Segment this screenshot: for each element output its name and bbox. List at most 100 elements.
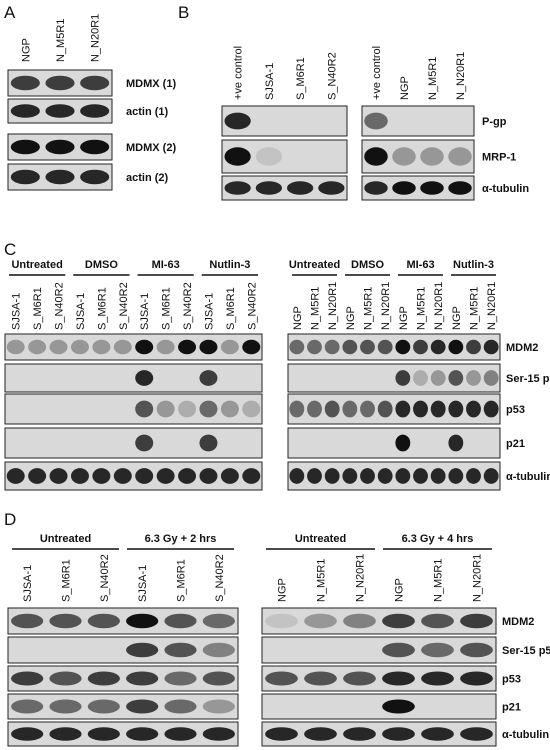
band (448, 181, 472, 195)
band (220, 468, 239, 484)
blot-strip (4, 427, 263, 459)
band (164, 642, 197, 658)
band (135, 370, 154, 386)
band (377, 468, 393, 484)
band (70, 468, 89, 484)
band (395, 400, 411, 418)
lane-label: N_M5R1 (433, 559, 445, 602)
band (304, 727, 337, 741)
lane-label: SJSA-1 (22, 565, 34, 602)
band (126, 699, 159, 714)
lane-label: NGP (292, 306, 304, 330)
lane-label: NGP (399, 76, 411, 100)
lane-label: N_N20R1 (327, 282, 339, 330)
band (265, 727, 298, 741)
band (199, 468, 218, 484)
lane-label: N_N20R1 (472, 554, 484, 602)
band (80, 104, 110, 118)
band (318, 181, 345, 195)
group-label: Untreated (40, 533, 91, 545)
band (164, 727, 197, 741)
band (45, 75, 75, 91)
lane-label: N_M5R1 (363, 287, 375, 330)
band (392, 181, 416, 195)
band (483, 468, 499, 484)
group-label: Untreated (11, 259, 62, 271)
row-label: actin (1) (126, 106, 169, 118)
band (156, 400, 175, 418)
band (289, 400, 305, 418)
panel-label: B (178, 3, 189, 22)
lane-label: SJSA-1 (75, 293, 87, 330)
blot-strip (261, 607, 497, 635)
band (92, 468, 111, 484)
band (178, 400, 197, 418)
lane-label: +ve control (233, 46, 245, 100)
row-label: α-tubulin (502, 729, 549, 741)
band (220, 339, 239, 355)
lane-label: S_M6R1 (176, 559, 188, 602)
lane-label: N_M5R1 (310, 287, 322, 330)
group-label: Nutlin-3 (209, 259, 250, 271)
row-label: MRP-1 (482, 152, 516, 164)
lane-label: SJSA-1 (137, 565, 149, 602)
blot-strip (287, 461, 501, 491)
band (156, 339, 175, 355)
band (199, 400, 218, 418)
row-label: MDM2 (506, 342, 538, 354)
band (87, 699, 120, 714)
band (164, 699, 197, 714)
band (49, 727, 82, 741)
band (113, 468, 132, 484)
blot-strip (287, 333, 501, 361)
band (11, 671, 44, 686)
band (49, 613, 82, 629)
lane-label: N_N20R1 (433, 282, 445, 330)
band (343, 613, 376, 629)
band (45, 139, 75, 155)
row-label: p53 (506, 404, 525, 416)
band (87, 613, 120, 629)
lane-label: S_N40R2 (54, 282, 66, 330)
band (126, 642, 159, 658)
band (421, 613, 454, 629)
row-label: p53 (502, 674, 521, 686)
band (483, 370, 499, 386)
blot-strip (7, 721, 239, 747)
band (343, 727, 376, 741)
band (199, 370, 218, 386)
band (202, 613, 235, 629)
lane-label: SJSA-1 (11, 293, 23, 330)
band (360, 400, 375, 418)
band (164, 671, 197, 686)
band (80, 75, 110, 91)
lane-label: NGP (277, 578, 289, 602)
band (466, 339, 481, 355)
blot-strip (4, 393, 263, 425)
band (421, 642, 454, 658)
panel-label: D (4, 510, 16, 529)
lane-label: NGP (394, 578, 406, 602)
blot-strip (7, 636, 239, 664)
band (430, 339, 446, 355)
band (382, 642, 415, 658)
band (413, 400, 428, 418)
band (49, 339, 68, 355)
band (10, 104, 40, 118)
band (395, 468, 411, 484)
band (483, 339, 499, 355)
band (430, 400, 446, 418)
band (382, 727, 415, 741)
band (242, 339, 261, 355)
band (242, 468, 261, 484)
band (126, 727, 159, 741)
band (430, 370, 446, 386)
lane-label: NGP (398, 306, 410, 330)
group-label: Untreated (289, 259, 340, 271)
lane-label: S_M6R1 (32, 287, 44, 330)
band (466, 370, 481, 386)
band (135, 400, 154, 418)
band (265, 671, 298, 686)
row-label: actin (2) (126, 172, 169, 184)
band (45, 104, 75, 118)
